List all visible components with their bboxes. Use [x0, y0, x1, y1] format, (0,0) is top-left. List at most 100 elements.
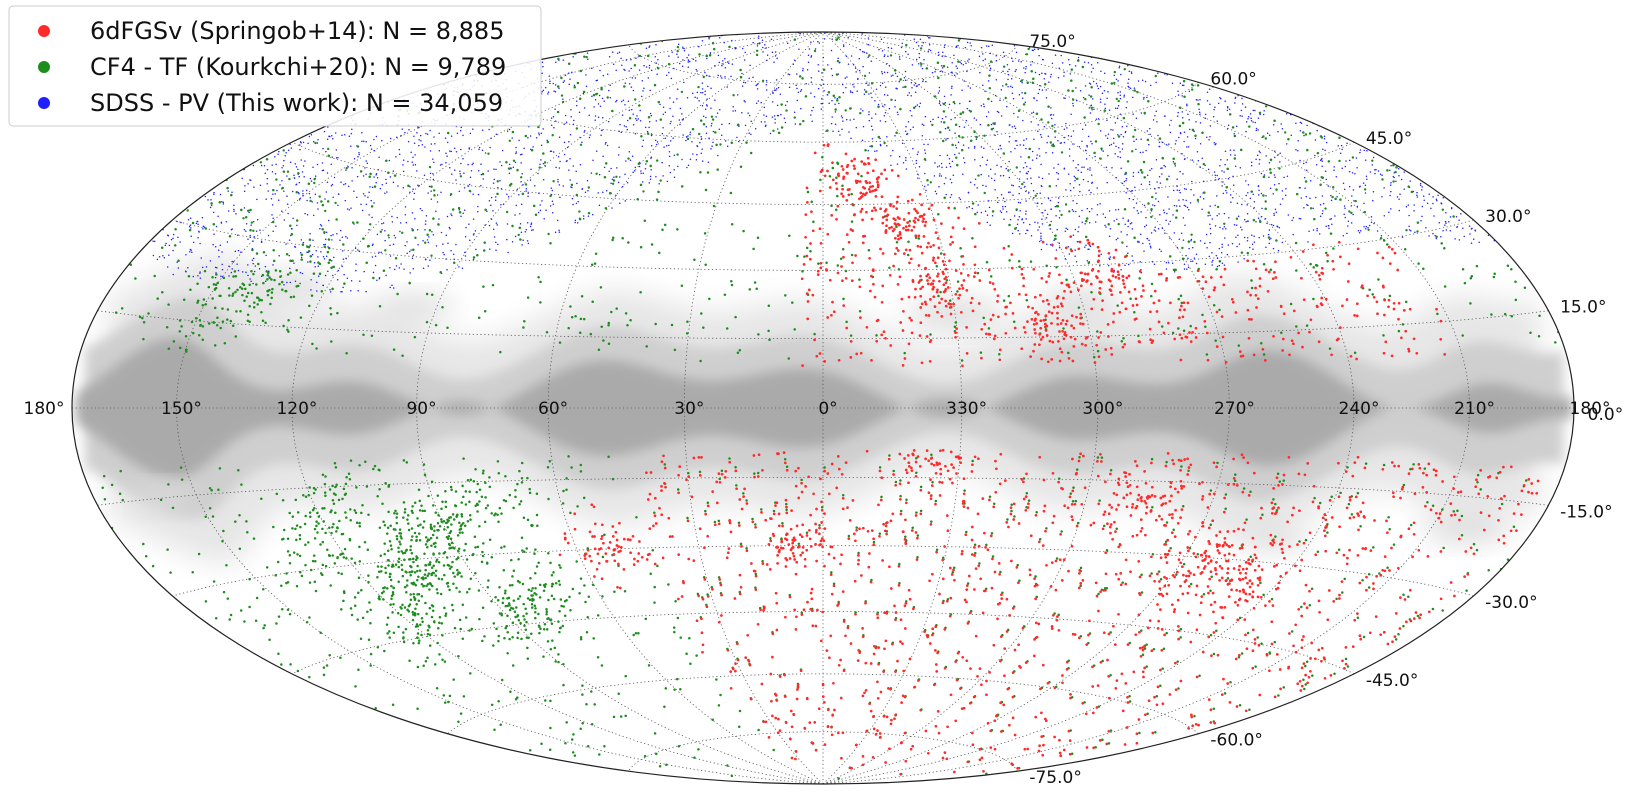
sdss-point	[1237, 234, 1239, 237]
sdss-point	[1257, 117, 1260, 119]
sdss-point	[1085, 158, 1088, 160]
sdss-point	[645, 163, 647, 165]
cf4-point	[159, 498, 163, 502]
cf4-point	[893, 69, 897, 72]
sdss-point	[490, 204, 492, 206]
sdss-point	[563, 80, 566, 82]
sdss-point	[358, 153, 360, 156]
sdss-point	[905, 168, 908, 170]
cf4-point	[837, 36, 840, 39]
cf4-point	[1475, 548, 1479, 552]
sdss-point	[1223, 171, 1225, 173]
sdss-point	[294, 280, 297, 282]
sdss-point	[1022, 221, 1025, 224]
cf4-point	[1075, 468, 1079, 471]
cf4-point	[804, 95, 808, 98]
sdss-point	[1103, 89, 1106, 92]
sdss-point	[624, 173, 626, 175]
sdss-point	[1077, 163, 1079, 166]
cf4-point	[1097, 592, 1100, 596]
cf4-point	[1237, 656, 1241, 659]
cf4-point	[718, 477, 721, 481]
sdss-point	[1018, 178, 1021, 180]
sdss-point	[673, 176, 676, 178]
cf4-point	[1158, 137, 1162, 140]
sdss-point	[427, 265, 429, 267]
sdss-point	[381, 139, 383, 142]
sdss-point	[978, 55, 981, 58]
sdss-point	[1065, 227, 1067, 230]
cf4-point	[830, 204, 833, 207]
sdss-point	[542, 162, 545, 165]
sdss-point	[940, 65, 943, 67]
sdss-point	[579, 136, 581, 139]
sdss-point	[1050, 117, 1053, 120]
sdss-point	[755, 84, 757, 87]
cf4-point	[785, 465, 789, 468]
cf4-point	[490, 512, 493, 515]
cf4-point	[374, 706, 377, 710]
sdss-point	[1104, 216, 1107, 219]
sdss-point	[605, 141, 607, 144]
cf4-point	[1261, 513, 1264, 517]
sdss-point	[621, 114, 624, 116]
cf4-point	[1233, 479, 1237, 482]
sdss-point	[434, 142, 436, 145]
sdss-point	[915, 85, 918, 87]
sdss-point	[1095, 82, 1098, 85]
sdss-point	[526, 222, 529, 224]
sdss-point	[1079, 190, 1081, 193]
sdss-point	[1137, 80, 1140, 82]
cf4-point	[402, 631, 405, 634]
sdss-point	[393, 234, 396, 237]
sdss-point	[1033, 138, 1035, 140]
sdss-point	[1036, 192, 1038, 195]
sdss-point	[1226, 128, 1229, 130]
cf4-point	[240, 483, 243, 486]
cf4-point	[1105, 586, 1109, 590]
cf4-point	[1248, 708, 1251, 711]
sdss-point	[987, 111, 990, 113]
cf4-point	[1476, 473, 1480, 477]
cf4-point	[1401, 323, 1405, 326]
sdss-point	[1166, 212, 1168, 215]
cf4-point	[742, 229, 745, 233]
cf4-point	[598, 753, 601, 756]
sdss-point	[264, 172, 267, 175]
sdss-point	[283, 159, 285, 162]
sdss-point	[444, 137, 447, 139]
sdss-point	[1024, 101, 1027, 104]
sdss-point	[986, 221, 989, 224]
sdss-point	[1344, 216, 1347, 219]
sdss-point	[1405, 205, 1408, 208]
cf4-point	[700, 312, 703, 315]
cf4-point	[523, 624, 526, 627]
sdss-point	[776, 104, 779, 107]
cf4-point	[1537, 335, 1541, 338]
sdss-point	[1389, 169, 1391, 171]
sdss-point	[307, 142, 309, 145]
sdss-point	[572, 203, 574, 206]
cf4-point	[1298, 540, 1301, 543]
cf4-point	[917, 237, 921, 240]
sdss-point	[1099, 85, 1102, 88]
sdss-point	[187, 266, 189, 269]
cf4-point	[1090, 106, 1093, 110]
sdss-point	[1419, 184, 1422, 186]
cf4-point	[755, 287, 758, 290]
cf4-point	[704, 188, 708, 192]
sdss-point	[642, 172, 645, 174]
cf4-point	[613, 590, 616, 593]
sdss-point	[640, 95, 643, 98]
sdss-point	[1146, 174, 1149, 177]
cf4-point	[1128, 695, 1131, 698]
cf4-point	[401, 354, 404, 357]
sdss-point	[1072, 186, 1075, 189]
sdss-point	[1078, 146, 1081, 148]
cf4-point	[1223, 692, 1227, 695]
sdss-point	[1120, 73, 1122, 76]
sdss-point	[907, 53, 909, 55]
cf4-point	[240, 208, 243, 212]
sdss-point	[414, 164, 417, 166]
sdss-point	[243, 228, 246, 231]
